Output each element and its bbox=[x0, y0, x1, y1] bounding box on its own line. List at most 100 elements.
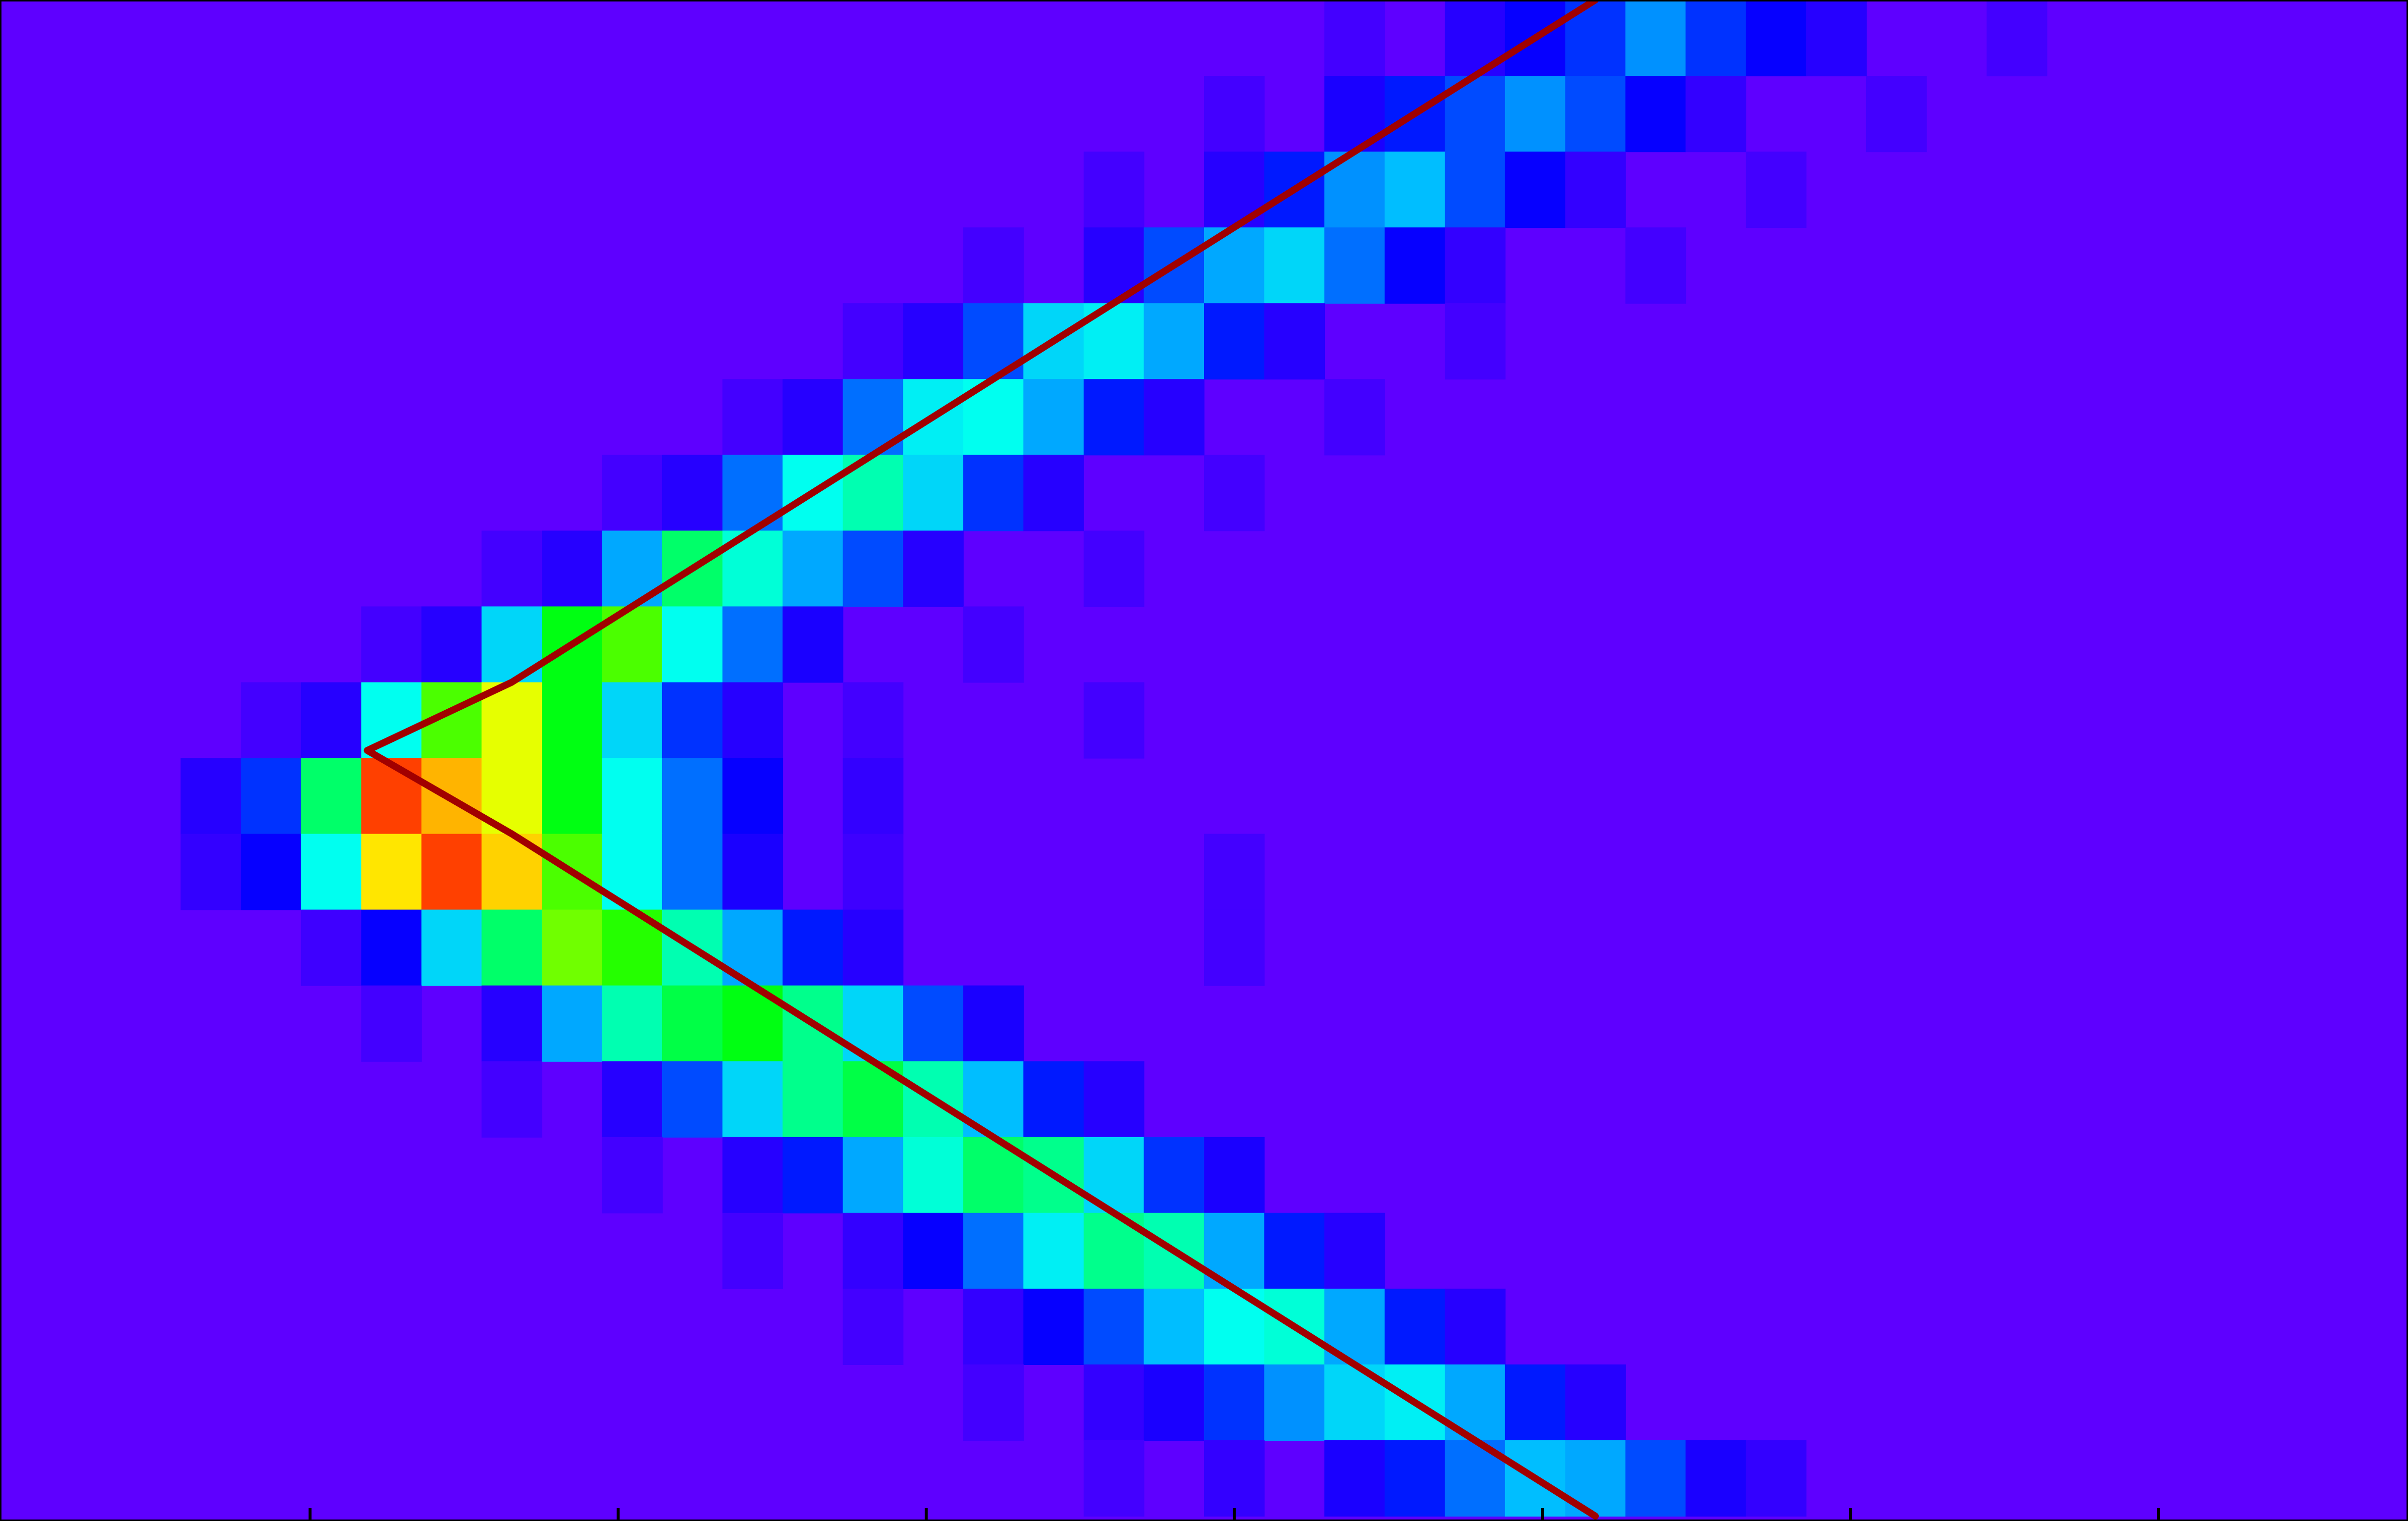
heatmap-cell bbox=[1745, 0, 1807, 77]
heatmap-cell bbox=[722, 1212, 784, 1289]
heatmap-cell bbox=[481, 530, 542, 607]
heatmap-cell bbox=[1083, 1288, 1145, 1365]
heatmap-cell bbox=[1023, 379, 1084, 456]
heatmap-cell bbox=[542, 530, 603, 607]
heatmap-cell bbox=[963, 227, 1024, 304]
heatmap-cell bbox=[1204, 909, 1265, 986]
heatmap-cell bbox=[1565, 1364, 1626, 1441]
heatmap-cell bbox=[1445, 152, 1506, 228]
heatmap-cell bbox=[1384, 1288, 1446, 1365]
heatmap-cell bbox=[1685, 76, 1746, 153]
heatmap-cell bbox=[903, 530, 964, 607]
heatmap-cell bbox=[1625, 227, 1686, 304]
heatmap-cell bbox=[1204, 455, 1265, 531]
heatmap-cell bbox=[1324, 379, 1385, 456]
heatmap-cell bbox=[903, 985, 964, 1062]
heatmap-cell bbox=[963, 985, 1024, 1062]
heatmap-cell bbox=[241, 834, 302, 910]
heatmap-cell bbox=[1384, 152, 1446, 228]
heatmap-cell bbox=[481, 985, 542, 1062]
heatmap-cell bbox=[1505, 76, 1566, 153]
heatmap-cell bbox=[1445, 1288, 1506, 1365]
heatmap-cell bbox=[1384, 227, 1446, 304]
heatmap-cell bbox=[301, 834, 362, 910]
heatmap-cell bbox=[1505, 152, 1566, 228]
heatmap-cell bbox=[361, 909, 422, 986]
heatmap-cell bbox=[963, 1212, 1024, 1289]
heatmap-cell bbox=[361, 758, 422, 835]
heatmap-cell bbox=[1023, 1212, 1084, 1289]
heatmap-cell bbox=[662, 606, 723, 683]
heatmap-cell bbox=[722, 1061, 784, 1138]
heatmap-cell bbox=[1987, 0, 2047, 77]
heatmap-cell bbox=[1144, 1288, 1204, 1365]
heatmap-cell bbox=[1324, 227, 1385, 304]
heatmap-cell bbox=[241, 682, 302, 759]
heatmap-cell bbox=[1505, 1364, 1566, 1441]
heatmap-cell bbox=[842, 1288, 904, 1365]
heatmap-cell bbox=[722, 379, 784, 456]
heatmap-cell bbox=[1745, 152, 1807, 228]
heatmap-cell bbox=[1866, 76, 1927, 153]
heatmap-cell bbox=[602, 1137, 663, 1213]
heatmap-cell bbox=[662, 985, 723, 1062]
heatmap-cell bbox=[842, 758, 904, 835]
heatmap-cell bbox=[1565, 152, 1626, 228]
heatmap-cell bbox=[1083, 682, 1145, 759]
heatmap-cell bbox=[1264, 1212, 1325, 1289]
heatmap-cell bbox=[722, 1137, 784, 1213]
series-line bbox=[364, 0, 1599, 1520]
heatmap-cell bbox=[542, 682, 603, 759]
heatmap-cell bbox=[180, 758, 242, 835]
heatmap-cell bbox=[722, 682, 784, 759]
x-axis-ticks bbox=[309, 1508, 2160, 1521]
heatmap-cell bbox=[783, 606, 843, 683]
heatmap-cell bbox=[1083, 1061, 1145, 1138]
heatmap-cell bbox=[542, 758, 603, 835]
heatmap-cell bbox=[1023, 455, 1084, 531]
heatmap-cell bbox=[1264, 227, 1325, 304]
heatmap-cell bbox=[421, 909, 482, 986]
heatmap-cell bbox=[602, 1061, 663, 1138]
heatmap-cell bbox=[1204, 1137, 1265, 1213]
heatmap-cell bbox=[963, 455, 1024, 531]
heatmap-cell bbox=[963, 606, 1024, 683]
heatmap-cell bbox=[1806, 0, 1867, 77]
heatmap-cell bbox=[1204, 303, 1265, 380]
heatmap-cell bbox=[1083, 1440, 1145, 1517]
heatmap-cell bbox=[722, 834, 784, 910]
heatmap-cell bbox=[1445, 303, 1506, 380]
heatmap-cell bbox=[241, 758, 302, 835]
heatmap-cell bbox=[602, 758, 663, 835]
heatmap-cell bbox=[1204, 1364, 1265, 1441]
heatmap-cell bbox=[903, 455, 964, 531]
heatmap-cell bbox=[662, 758, 723, 835]
heatmap-cell bbox=[1625, 76, 1686, 153]
heatmap-cell bbox=[301, 909, 362, 986]
heatmap-cell bbox=[1625, 0, 1686, 77]
heatmap-cell bbox=[1625, 1440, 1686, 1517]
heatmap-cell bbox=[481, 1061, 542, 1138]
heatmap-cell bbox=[1685, 0, 1746, 77]
heatmap-cell bbox=[842, 834, 904, 910]
heatmap-cell bbox=[1324, 1212, 1385, 1289]
heatmap-cell bbox=[662, 682, 723, 759]
heatmap-cell bbox=[1204, 76, 1265, 153]
heatmap-cell bbox=[1083, 379, 1145, 456]
heatmap-cell bbox=[963, 1364, 1024, 1441]
heatmap-cell bbox=[783, 1061, 843, 1138]
heatmap-cell bbox=[842, 303, 904, 380]
heatmap-cell bbox=[903, 1212, 964, 1289]
heatmap-cell bbox=[602, 682, 663, 759]
heatmap-cell bbox=[421, 606, 482, 683]
heatmap-cell bbox=[842, 1212, 904, 1289]
heatmap-cell bbox=[1204, 834, 1265, 910]
heatmap-cell bbox=[783, 909, 843, 986]
heatmap-cell bbox=[602, 455, 663, 531]
heatmap-cell bbox=[542, 909, 603, 986]
heatmap-cell bbox=[1204, 1440, 1265, 1517]
heatmap-cell bbox=[783, 1137, 843, 1213]
heatmap-cell bbox=[1144, 379, 1204, 456]
heatmap-cell bbox=[1083, 530, 1145, 607]
